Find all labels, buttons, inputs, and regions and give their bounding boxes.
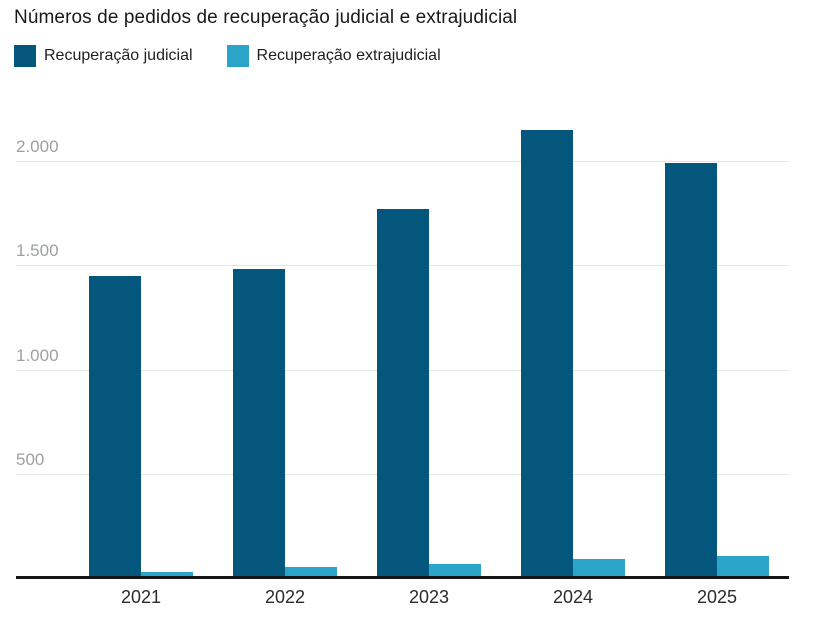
bar-extrajudicial-2023 bbox=[429, 564, 481, 578]
legend-swatch bbox=[226, 45, 249, 67]
bar-judicial-2024 bbox=[521, 130, 573, 578]
x-axis-label-2023: 2023 bbox=[408, 587, 450, 607]
chart-title: Números de pedidos de recuperação judici… bbox=[14, 7, 518, 28]
bar-extrajudicial-2024 bbox=[573, 559, 625, 578]
gridline-2000 bbox=[16, 161, 789, 162]
bar-extrajudicial-2025 bbox=[717, 556, 769, 578]
x-axis-label-2022: 2022 bbox=[264, 587, 306, 607]
x-axis-label-2021: 2021 bbox=[120, 587, 162, 607]
bar-extrajudicial-2022 bbox=[285, 567, 337, 578]
y-axis-tick-label: 2.000 bbox=[16, 137, 59, 156]
x-axis-label-2025: 2025 bbox=[696, 587, 738, 607]
legend-item-judicial: Recuperação judicial bbox=[14, 45, 193, 67]
legend-label: Recuperação judicial bbox=[44, 47, 193, 64]
y-axis-tick-label: 1.000 bbox=[16, 346, 59, 365]
legend-label: Recuperação extrajudicial bbox=[256, 47, 441, 64]
y-axis-tick-label: 1.500 bbox=[16, 241, 59, 260]
legend: Recuperação judicial Recuperação extraju… bbox=[14, 45, 441, 67]
bar-judicial-2025 bbox=[665, 163, 717, 578]
bar-judicial-2021 bbox=[89, 276, 141, 578]
x-axis-line bbox=[16, 576, 789, 579]
legend-swatch bbox=[14, 45, 36, 67]
bar-judicial-2022 bbox=[233, 269, 285, 578]
bar-judicial-2023 bbox=[377, 209, 429, 578]
y-axis-tick-label: 500 bbox=[16, 450, 45, 469]
bar-extrajudicial-2021 bbox=[141, 572, 193, 578]
x-axis-label-2024: 2024 bbox=[552, 587, 594, 607]
legend-item-extrajudicial: Recuperação extrajudicial bbox=[226, 45, 441, 67]
